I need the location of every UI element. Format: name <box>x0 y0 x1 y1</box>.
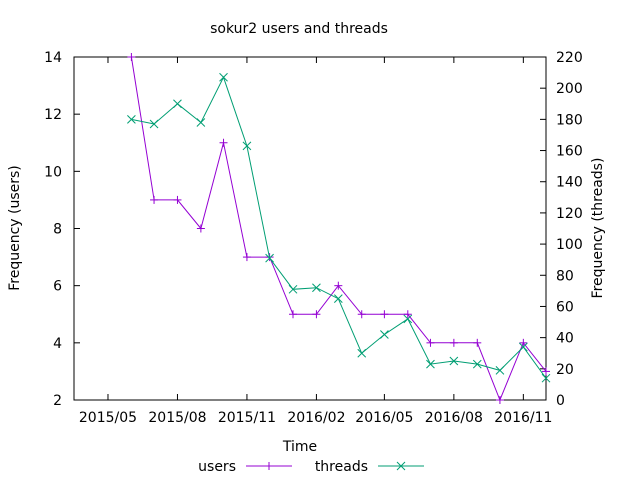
y2-tick-label: 40 <box>556 331 574 347</box>
y2-tick-label: 0 <box>556 393 565 409</box>
data-point-threads <box>196 118 206 127</box>
x-axis-title: Time <box>282 439 317 455</box>
y2-tick-label: 120 <box>556 206 583 222</box>
data-point-threads <box>518 342 528 352</box>
y-tick-label: 14 <box>44 50 62 66</box>
y2-tick-label: 60 <box>556 299 574 315</box>
data-point-users <box>449 338 458 347</box>
data-point-users <box>312 310 321 319</box>
series-line-threads <box>131 76 546 379</box>
data-point-users <box>403 310 412 319</box>
data-point-threads <box>426 359 435 369</box>
chart-title: sokur2 users and threads <box>210 21 388 37</box>
data-point-threads <box>288 284 298 294</box>
x-tick-label: 2016/11 <box>494 410 552 426</box>
data-point-users <box>495 396 504 404</box>
legend-marker-threads <box>396 461 406 471</box>
data-point-threads <box>357 348 367 358</box>
legend-label-users: users <box>198 459 236 475</box>
data-point-threads <box>449 356 459 366</box>
plot-frame <box>73 56 547 401</box>
legend: users threads <box>198 459 424 475</box>
data-point-users <box>542 367 550 376</box>
data-point-threads <box>312 283 321 293</box>
y2-tick-label: 100 <box>556 237 583 253</box>
data-point-users <box>196 224 205 233</box>
data-point-threads <box>541 373 551 383</box>
y-axis-title: Frequency (users) <box>7 165 23 291</box>
legend-marker-users <box>265 462 273 470</box>
data-point-threads <box>333 294 343 304</box>
data-point-threads <box>495 366 505 375</box>
y2-tick-label: 200 <box>556 81 583 97</box>
y-tick-label: 6 <box>53 279 62 295</box>
series-layer <box>127 53 551 404</box>
data-point-threads <box>380 330 389 339</box>
y-axis-left: 2 4 6 8 10 12 14 <box>44 50 80 409</box>
data-point-threads <box>219 72 228 82</box>
data-point-threads <box>265 253 274 263</box>
data-point-threads <box>403 314 413 324</box>
legend-label-threads: threads <box>315 459 368 475</box>
data-point-users <box>357 310 366 319</box>
series-line-users <box>130 57 546 400</box>
y2-tick-label: 160 <box>556 144 583 160</box>
x-tick-label: 2016/08 <box>425 410 483 426</box>
data-point-users <box>173 195 182 204</box>
data-point-users <box>242 253 251 262</box>
y2-tick-label: 20 <box>556 362 574 378</box>
y-tick-label: 10 <box>44 164 62 180</box>
data-point-users <box>519 338 528 347</box>
y2-tick-label: 220 <box>556 50 583 66</box>
y-tick-label: 12 <box>44 107 62 123</box>
data-point-threads <box>149 119 159 129</box>
data-point-users <box>380 310 389 319</box>
y-tick-label: 2 <box>53 393 62 409</box>
data-point-threads <box>127 115 136 124</box>
data-point-users <box>473 338 482 347</box>
y2-tick-label: 140 <box>556 175 583 191</box>
data-point-users <box>219 138 228 147</box>
data-point-threads <box>242 141 252 151</box>
y2-tick-label: 80 <box>556 268 574 284</box>
x-axis: 2015/05 2015/08 2015/11 2016/02 2016/05 2016/… <box>79 57 552 426</box>
data-point-users <box>150 195 159 204</box>
y-tick-label: 8 <box>53 222 62 238</box>
x-tick-label: 2015/08 <box>148 410 206 426</box>
x-tick-label: 2016/02 <box>287 410 345 426</box>
data-point-users <box>426 338 435 347</box>
x-tick-label: 2015/05 <box>79 410 137 426</box>
y-axis-right: 0 20 40 60 80 100 120 140 160 180 200 220 <box>540 50 583 409</box>
x-tick-label: 2015/11 <box>218 410 276 426</box>
data-point-threads <box>173 99 182 109</box>
data-point-users <box>289 310 298 319</box>
data-point-users <box>334 281 343 290</box>
data-point-users <box>127 53 136 61</box>
y2-tick-label: 180 <box>556 112 583 128</box>
y-tick-label: 4 <box>53 336 62 352</box>
x-tick-label: 2016/05 <box>355 410 413 426</box>
y2-axis-title: Frequency (threads) <box>590 158 606 299</box>
data-point-threads <box>472 359 482 369</box>
